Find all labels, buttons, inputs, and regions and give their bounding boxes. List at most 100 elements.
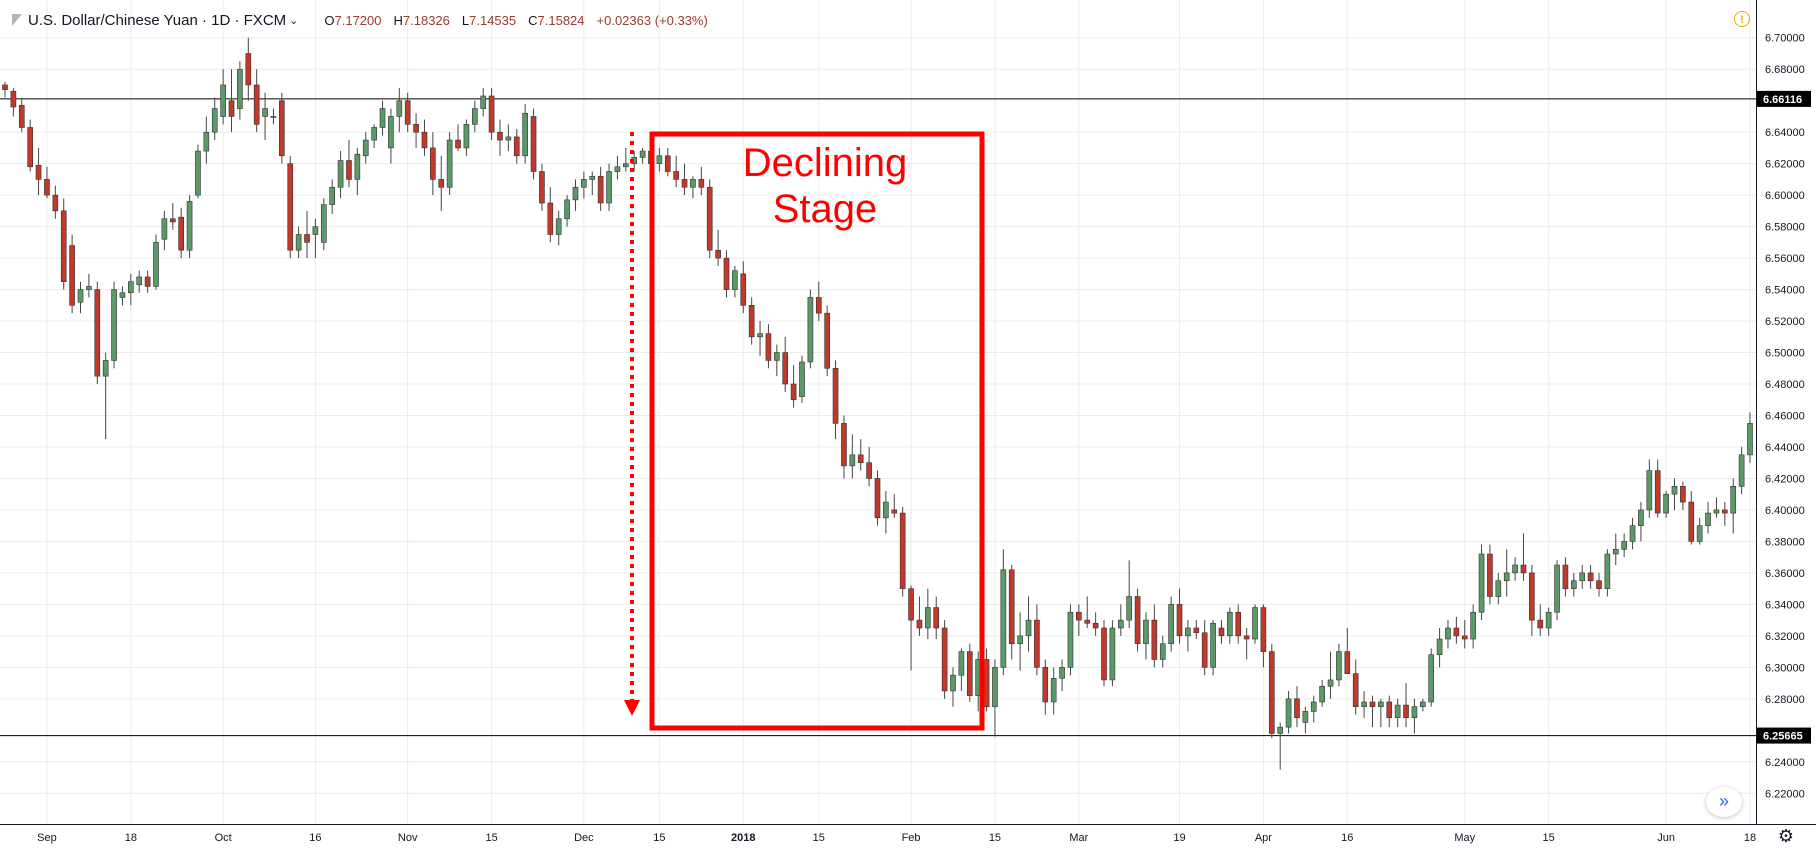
chevron-down-icon[interactable]: ⌄ bbox=[289, 14, 299, 27]
candle-body bbox=[782, 352, 789, 385]
candle-body bbox=[1495, 580, 1502, 597]
declining-stage-box bbox=[649, 131, 985, 731]
candle-body bbox=[438, 179, 445, 188]
candle-body bbox=[1109, 627, 1116, 681]
candle-body bbox=[774, 352, 780, 361]
candle bbox=[27, 119, 33, 172]
candle-body bbox=[1319, 685, 1325, 703]
candle bbox=[849, 434, 856, 479]
candle-body bbox=[505, 136, 512, 141]
candle bbox=[1596, 572, 1602, 597]
candle bbox=[52, 185, 59, 219]
candle bbox=[740, 261, 747, 314]
candle-body bbox=[1612, 548, 1619, 555]
candle-body bbox=[1571, 580, 1577, 589]
candle-body bbox=[933, 607, 940, 629]
candle bbox=[732, 265, 738, 298]
candle-body bbox=[950, 674, 956, 692]
candle-body bbox=[2, 84, 8, 90]
candle-body bbox=[547, 202, 554, 235]
candle-body bbox=[1059, 667, 1065, 679]
candle bbox=[362, 132, 369, 164]
candle-body bbox=[1361, 701, 1367, 707]
candle bbox=[1227, 607, 1233, 644]
candle-body bbox=[237, 68, 243, 109]
candle bbox=[1034, 604, 1040, 676]
symbol-title[interactable]: U.S. Dollar/Chinese Yuan · 1D · FXCM bbox=[28, 11, 287, 29]
candle-body bbox=[899, 512, 906, 589]
candle bbox=[1361, 690, 1367, 718]
x-tick-label: 2018 bbox=[731, 832, 755, 844]
alert-circle-icon[interactable]: ! bbox=[1734, 11, 1750, 27]
candle bbox=[1562, 557, 1569, 597]
y-tick-label: 6.40000 bbox=[1765, 505, 1805, 517]
double-chevron-right-icon[interactable]: » bbox=[1706, 787, 1742, 817]
candle-body bbox=[1403, 704, 1409, 719]
x-tick-label: 15 bbox=[653, 832, 665, 844]
candle bbox=[94, 281, 101, 385]
gear-icon[interactable]: ⚙ bbox=[1777, 826, 1795, 846]
candle-body bbox=[723, 257, 730, 290]
candle bbox=[279, 92, 285, 164]
candle-body bbox=[396, 100, 403, 117]
candle bbox=[10, 88, 17, 117]
candle bbox=[555, 210, 562, 246]
candle-body bbox=[195, 150, 201, 196]
candle bbox=[371, 124, 377, 148]
y-tick-label: 6.64000 bbox=[1765, 127, 1805, 139]
x-tick-label: 16 bbox=[309, 832, 321, 844]
candle bbox=[346, 140, 352, 188]
candle bbox=[1059, 659, 1065, 691]
candle-body bbox=[413, 124, 419, 133]
candle bbox=[606, 163, 612, 211]
candle-body bbox=[178, 216, 184, 251]
candle bbox=[497, 119, 503, 156]
candle bbox=[211, 97, 218, 141]
x-tick-label: May bbox=[1454, 832, 1475, 844]
candle bbox=[1461, 620, 1468, 649]
candle bbox=[899, 506, 906, 597]
candle-body bbox=[992, 667, 998, 707]
candle bbox=[295, 226, 302, 259]
candle-body bbox=[463, 124, 470, 149]
x-tick-label: 15 bbox=[485, 832, 497, 844]
y-tick-label: 6.56000 bbox=[1765, 253, 1805, 265]
candle bbox=[824, 305, 830, 377]
candle-body bbox=[614, 166, 621, 172]
candle-body bbox=[908, 588, 914, 621]
candle bbox=[379, 100, 386, 136]
candle bbox=[581, 171, 587, 199]
candle bbox=[1268, 643, 1275, 739]
candle-body bbox=[1252, 607, 1258, 640]
level-price-tag bbox=[1757, 90, 1811, 107]
candle-body bbox=[337, 160, 344, 188]
candle bbox=[723, 250, 730, 298]
candle-body bbox=[287, 163, 294, 251]
candle bbox=[866, 446, 872, 487]
candle bbox=[1671, 478, 1678, 510]
candle bbox=[1117, 604, 1124, 636]
candle-body bbox=[18, 105, 25, 128]
candle bbox=[572, 179, 579, 211]
candle-body bbox=[832, 367, 839, 424]
candle bbox=[253, 69, 260, 133]
candle bbox=[1352, 659, 1359, 715]
y-tick-label: 6.62000 bbox=[1765, 159, 1805, 171]
candle bbox=[1067, 604, 1074, 676]
candle-body bbox=[1243, 635, 1250, 640]
candle bbox=[715, 229, 721, 266]
candle-body bbox=[1277, 726, 1284, 734]
candle bbox=[992, 659, 998, 737]
candle-body bbox=[262, 108, 268, 117]
candle bbox=[1310, 695, 1317, 723]
candle bbox=[430, 132, 436, 196]
candle-body bbox=[1436, 638, 1443, 656]
candle bbox=[958, 648, 965, 691]
candle-body bbox=[1545, 611, 1552, 629]
candle-body bbox=[111, 289, 117, 361]
candle bbox=[799, 355, 805, 403]
candle-body bbox=[715, 249, 721, 259]
candle bbox=[1520, 533, 1527, 581]
